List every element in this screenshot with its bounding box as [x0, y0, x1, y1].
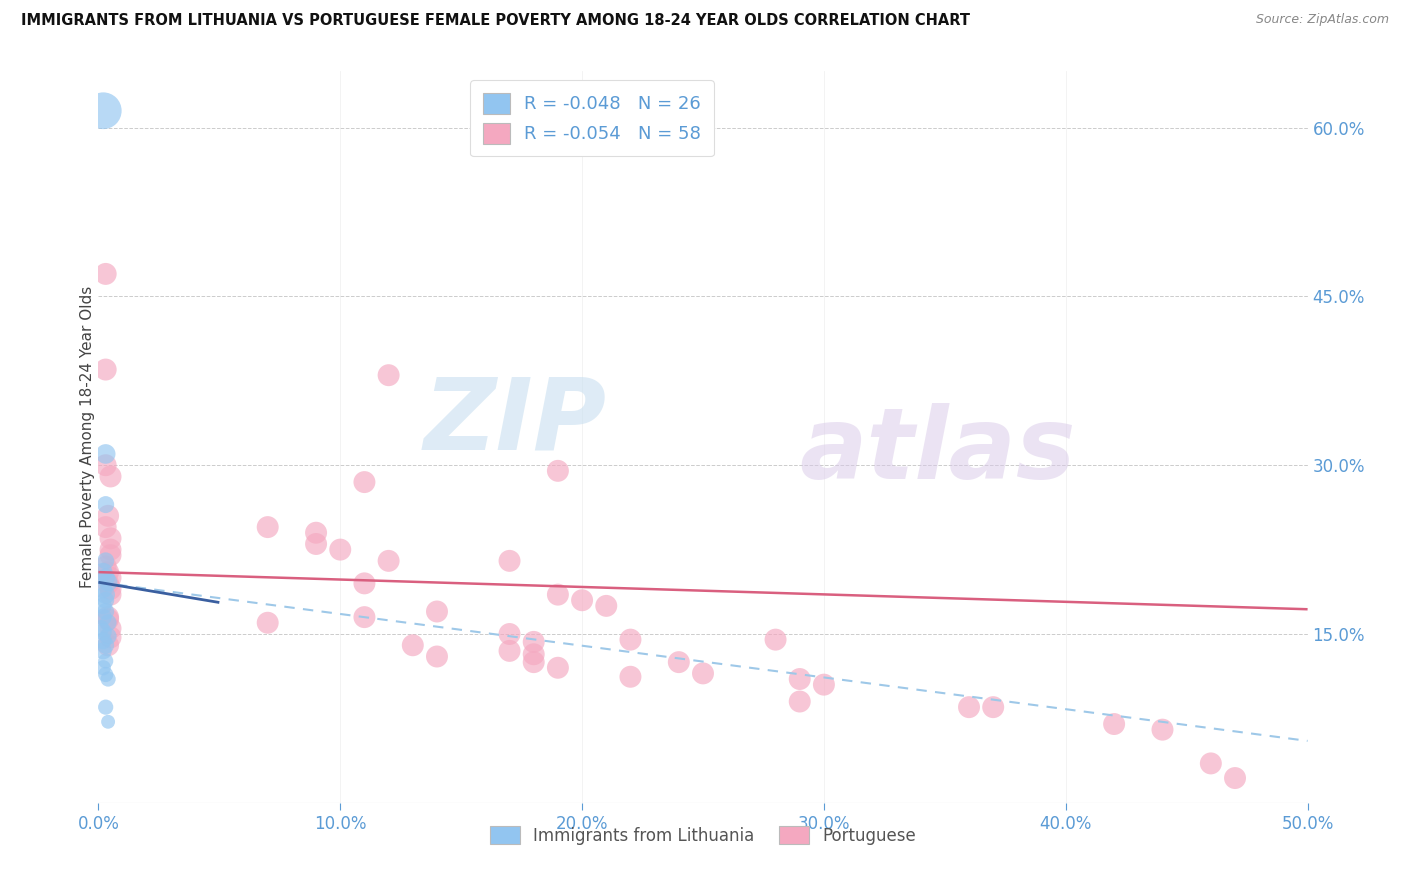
Point	[94, 520, 117, 534]
Point	[523, 635, 546, 649]
Point	[305, 525, 328, 540]
Point	[94, 571, 117, 585]
Point	[595, 599, 617, 613]
Point	[523, 647, 546, 661]
Point	[97, 576, 120, 591]
Point	[1223, 771, 1246, 785]
Point	[692, 666, 714, 681]
Point	[256, 520, 278, 534]
Point	[1102, 717, 1125, 731]
Point	[305, 537, 328, 551]
Point	[100, 571, 122, 585]
Point	[100, 588, 122, 602]
Point	[498, 554, 520, 568]
Point	[97, 610, 120, 624]
Point	[97, 612, 120, 626]
Point	[91, 565, 114, 579]
Point	[377, 554, 399, 568]
Point	[100, 631, 122, 645]
Point	[97, 638, 120, 652]
Text: atlas: atlas	[800, 403, 1076, 500]
Y-axis label: Female Poverty Among 18-24 Year Olds: Female Poverty Among 18-24 Year Olds	[80, 286, 94, 588]
Point	[94, 267, 117, 281]
Point	[402, 638, 425, 652]
Point	[91, 633, 114, 648]
Point	[94, 605, 117, 619]
Point	[91, 582, 114, 596]
Legend: Immigrants from Lithuania, Portuguese: Immigrants from Lithuania, Portuguese	[481, 818, 925, 853]
Point	[91, 661, 114, 675]
Point	[94, 588, 117, 602]
Point	[619, 632, 641, 647]
Text: Source: ZipAtlas.com: Source: ZipAtlas.com	[1256, 13, 1389, 27]
Point	[94, 700, 117, 714]
Point	[97, 615, 120, 630]
Point	[765, 632, 787, 647]
Point	[498, 644, 520, 658]
Point	[94, 559, 117, 574]
Point	[523, 655, 546, 669]
Point	[97, 508, 120, 523]
Point	[426, 605, 449, 619]
Point	[97, 565, 120, 579]
Point	[571, 593, 593, 607]
Text: ZIP: ZIP	[423, 374, 606, 471]
Point	[957, 700, 980, 714]
Point	[329, 542, 352, 557]
Point	[100, 582, 122, 596]
Point	[668, 655, 690, 669]
Point	[547, 661, 569, 675]
Point	[981, 700, 1004, 714]
Point	[426, 649, 449, 664]
Point	[789, 672, 811, 686]
Point	[97, 629, 120, 643]
Point	[94, 447, 117, 461]
Point	[100, 621, 122, 635]
Point	[100, 542, 122, 557]
Point	[94, 667, 117, 681]
Point	[353, 576, 375, 591]
Point	[94, 498, 117, 512]
Point	[94, 654, 117, 668]
Point	[94, 362, 117, 376]
Point	[353, 610, 375, 624]
Point	[353, 475, 375, 489]
Point	[94, 554, 117, 568]
Point	[1152, 723, 1174, 737]
Point	[547, 588, 569, 602]
Point	[498, 627, 520, 641]
Point	[91, 599, 114, 613]
Text: IMMIGRANTS FROM LITHUANIA VS PORTUGUESE FEMALE POVERTY AMONG 18-24 YEAR OLDS COR: IMMIGRANTS FROM LITHUANIA VS PORTUGUESE …	[21, 13, 970, 29]
Point	[100, 532, 122, 546]
Point	[97, 672, 120, 686]
Point	[94, 458, 117, 473]
Point	[256, 615, 278, 630]
Point	[100, 548, 122, 562]
Point	[789, 694, 811, 708]
Point	[100, 469, 122, 483]
Point	[813, 678, 835, 692]
Point	[547, 464, 569, 478]
Point	[91, 610, 114, 624]
Point	[377, 368, 399, 383]
Point	[90, 621, 112, 635]
Point	[94, 638, 117, 652]
Point	[91, 644, 114, 658]
Point	[1199, 756, 1222, 771]
Point	[91, 103, 114, 118]
Point	[97, 714, 120, 729]
Point	[619, 670, 641, 684]
Point	[91, 624, 114, 639]
Point	[94, 593, 117, 607]
Point	[97, 575, 120, 590]
